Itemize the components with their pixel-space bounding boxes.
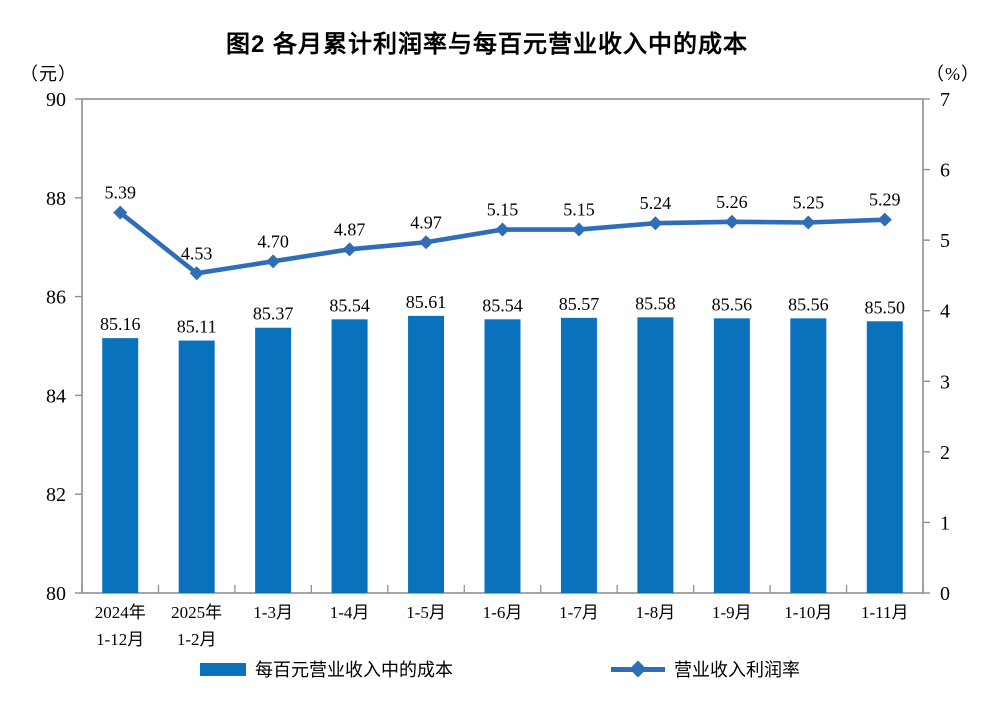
- x-axis-label: 1-3月: [253, 603, 293, 622]
- x-axis-label: 1-9月: [712, 603, 752, 622]
- line-value-label: 5.15: [563, 200, 595, 220]
- bar-10: [866, 321, 903, 593]
- legend: 每百元营业收入中的成本 营业收入利润率: [0, 656, 1000, 682]
- bar-value-label: 85.61: [406, 292, 447, 312]
- left-axis-unit-label: （元）: [20, 64, 77, 84]
- legend-item-cost: 每百元营业收入中的成本: [200, 656, 453, 682]
- bar-9: [790, 318, 827, 593]
- line-marker-8: [724, 214, 739, 229]
- x-axis-label: 1-10月: [784, 603, 832, 622]
- legend-label-profit-rate: 营业收入利润率: [674, 660, 800, 680]
- bar-1: [178, 340, 215, 593]
- right-axis-tick-label: 7: [940, 89, 950, 111]
- legend-label-cost: 每百元营业收入中的成本: [255, 660, 453, 680]
- line-marker-0: [113, 205, 128, 220]
- bar-6: [560, 317, 597, 593]
- bar-value-label: 85.54: [482, 295, 523, 315]
- right-axis-tick-label: 6: [940, 160, 950, 182]
- bar-5: [484, 319, 521, 593]
- line-value-label: 5.29: [869, 190, 901, 210]
- right-axis-unit-label: （%）: [926, 64, 980, 84]
- x-axis-label: 1-4月: [330, 603, 370, 622]
- line-value-label: 5.24: [640, 193, 672, 213]
- bar-2: [255, 327, 292, 593]
- line-marker-7: [648, 216, 663, 231]
- bar-0: [102, 338, 139, 593]
- line-value-label: 5.39: [104, 183, 136, 203]
- left-axis-tick-label: 82: [46, 484, 66, 506]
- right-axis-tick-label: 5: [940, 230, 950, 252]
- diamond-marker-icon: [629, 660, 647, 678]
- line-marker-6: [571, 222, 586, 237]
- line-value-label: 5.15: [487, 200, 519, 220]
- bar-series-swatch: [200, 662, 246, 676]
- line-value-label: 4.87: [334, 219, 366, 239]
- left-axis-tick-label: 80: [46, 583, 66, 605]
- line-value-label: 4.70: [257, 231, 289, 251]
- x-axis-label: 1-11月: [861, 603, 909, 622]
- line-value-label: 5.26: [716, 192, 748, 212]
- left-axis-tick-label: 86: [46, 287, 66, 309]
- bar-value-label: 85.50: [865, 297, 906, 317]
- left-axis-tick-label: 90: [46, 89, 66, 111]
- bar-8: [713, 318, 750, 593]
- line-series-swatch: [611, 660, 665, 678]
- line-marker-2: [266, 254, 281, 269]
- legend-item-profit-rate: 营业收入利润率: [611, 656, 800, 682]
- bar-value-label: 85.11: [177, 317, 217, 337]
- x-axis-label: 1-8月: [636, 603, 676, 622]
- x-axis-label: 2025年 1-2月: [171, 603, 222, 649]
- chart-title: 图2 各月累计利润率与每百元营业收入中的成本: [225, 31, 748, 58]
- right-axis-tick-label: 2: [940, 442, 950, 464]
- line-marker-5: [495, 222, 510, 237]
- right-axis-tick-label: 3: [940, 371, 950, 393]
- x-axis-label: 1-5月: [406, 603, 446, 622]
- line-value-label: 4.97: [410, 212, 442, 232]
- bar-value-label: 85.56: [788, 294, 829, 314]
- right-axis-tick-label: 4: [940, 301, 950, 323]
- left-axis-tick-label: 88: [46, 188, 66, 210]
- bar-value-label: 85.16: [100, 314, 141, 334]
- right-axis-tick-label: 0: [940, 583, 950, 605]
- bar-value-label: 85.58: [635, 293, 676, 313]
- line-marker-10: [877, 212, 892, 227]
- bar-7: [637, 317, 674, 593]
- x-axis-label: 2024年 1-12月: [95, 603, 146, 649]
- bar-value-label: 85.54: [329, 295, 370, 315]
- x-axis-label: 1-7月: [559, 603, 599, 622]
- bar-value-label: 85.56: [712, 294, 753, 314]
- x-axis-label: 1-6月: [483, 603, 523, 622]
- bar-value-label: 85.57: [559, 294, 600, 314]
- line-marker-4: [419, 235, 434, 250]
- line-marker-9: [801, 215, 816, 230]
- line-value-label: 5.25: [793, 193, 825, 213]
- left-axis-tick-label: 84: [46, 385, 66, 407]
- profit-rate-line: [118, 210, 885, 276]
- bar-4: [408, 315, 445, 593]
- right-axis-tick-label: 1: [940, 512, 950, 534]
- bar-value-label: 85.37: [253, 304, 294, 324]
- line-marker-1: [189, 266, 204, 281]
- line-marker-3: [342, 242, 357, 257]
- line-value-label: 4.53: [181, 243, 213, 263]
- bar-3: [331, 319, 368, 593]
